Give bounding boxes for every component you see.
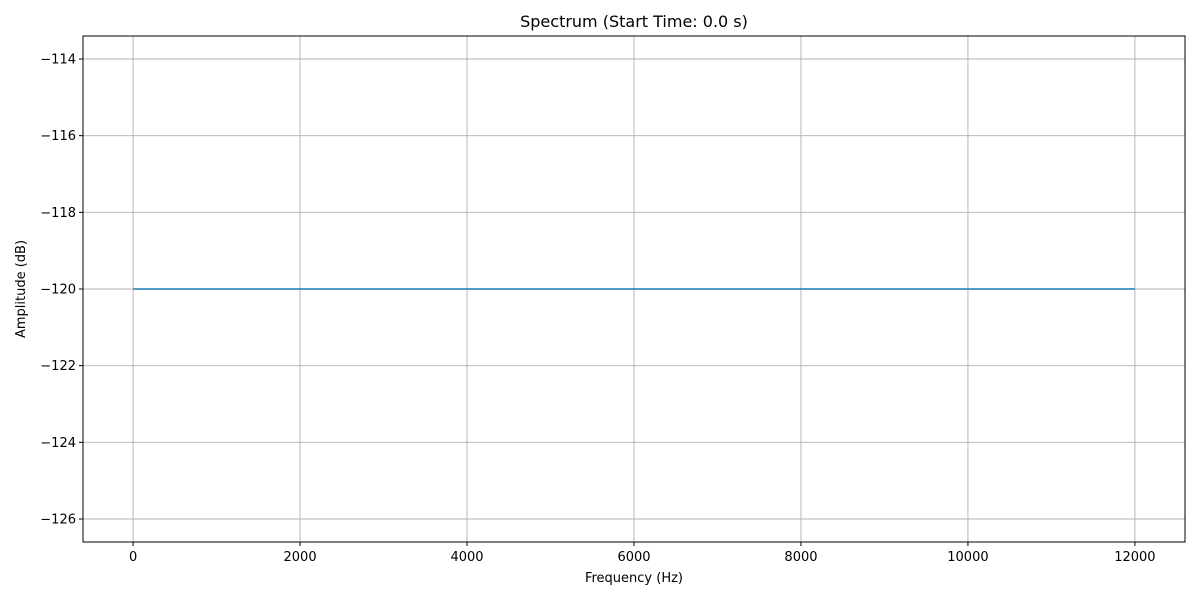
y-tick-label: −126 [40,513,76,528]
x-tick-label: 8000 [784,550,817,565]
y-tick-label: −124 [40,436,76,451]
y-axis-label: Amplitude (dB) [14,240,29,338]
chart-title: Spectrum (Start Time: 0.0 s) [520,12,748,31]
x-axis-ticks: 0 2000 4000 6000 8000 10000 12000 [129,542,1156,565]
x-tick-label: 6000 [617,550,650,565]
x-tick-label: 4000 [450,550,483,565]
x-tick-label: 0 [129,550,137,565]
x-tick-label: 12000 [1114,550,1155,565]
y-tick-label: −118 [40,206,76,221]
y-tick-label: −120 [40,283,76,298]
y-axis-ticks: −126 −124 −122 −120 −118 −116 −114 [40,53,83,528]
y-tick-label: −114 [40,53,76,68]
y-tick-label: −122 [40,359,76,374]
x-tick-label: 10000 [947,550,988,565]
x-axis-label: Frequency (Hz) [585,571,683,586]
x-tick-label: 2000 [284,550,317,565]
y-tick-label: −116 [40,129,76,144]
